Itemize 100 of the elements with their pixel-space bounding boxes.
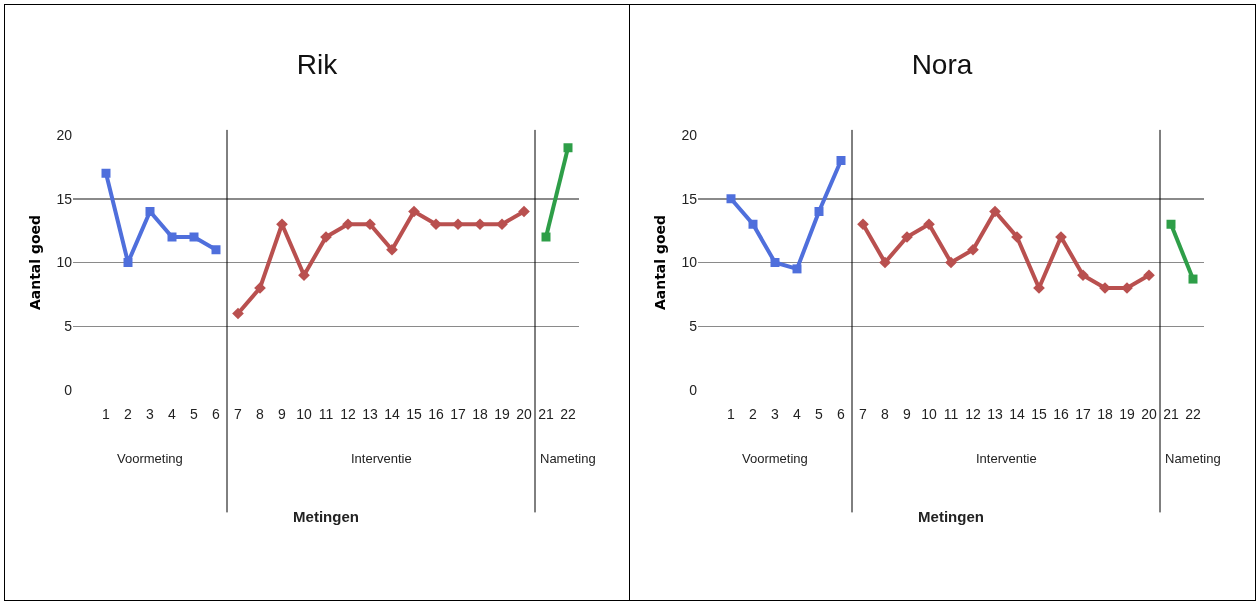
point xyxy=(945,256,957,269)
point xyxy=(101,168,111,178)
x-tick-label: 13 xyxy=(362,406,378,422)
point xyxy=(430,218,442,231)
y-tick-label: 0 xyxy=(64,381,73,398)
x-tick-label: 4 xyxy=(168,406,177,422)
chart-title: Rik xyxy=(296,49,339,81)
x-tick-label: 21 xyxy=(538,406,554,422)
point xyxy=(167,232,177,242)
x-tick-label: 20 xyxy=(516,406,532,422)
x-tick-label: 10 xyxy=(921,406,937,422)
x-tick-label: 11 xyxy=(318,406,334,422)
point xyxy=(123,258,133,267)
text: Nameting xyxy=(1165,451,1221,466)
x-tick-label: 6 xyxy=(212,406,221,422)
point xyxy=(770,258,780,267)
y-axis-title: Aantal goed xyxy=(652,214,669,311)
x-tick-label: 12 xyxy=(965,406,981,422)
point xyxy=(1143,269,1155,282)
point xyxy=(989,205,1001,218)
x-tick-label: 6 xyxy=(837,406,846,422)
x-tick-label: 10 xyxy=(296,406,312,422)
text: Nameting xyxy=(540,451,596,466)
y-tick-label: 5 xyxy=(64,318,73,335)
point xyxy=(189,232,199,242)
x-tick-label: 2 xyxy=(124,406,133,422)
point xyxy=(386,243,398,256)
point xyxy=(563,143,573,153)
text: Interventie xyxy=(976,451,1037,466)
x-tick-label: 9 xyxy=(278,406,287,422)
x-tick-label: 4 xyxy=(793,406,802,422)
x-tick-label: 7 xyxy=(234,406,243,422)
x-tick-label: 8 xyxy=(256,406,265,422)
x-tick-label: 14 xyxy=(384,406,400,422)
point xyxy=(541,232,551,242)
text: Voormeting xyxy=(742,451,808,466)
y-tick-label: 5 xyxy=(689,318,698,335)
point xyxy=(474,218,486,231)
x-tick-label: 15 xyxy=(406,406,422,422)
x-tick-label: 7 xyxy=(859,406,868,422)
x-tick-label: 22 xyxy=(560,406,576,422)
point xyxy=(232,307,244,320)
x-tick-label: 20 xyxy=(1141,406,1157,422)
point xyxy=(836,156,846,165)
x-axis-title: Metingen xyxy=(293,508,359,525)
x-tick-label: 19 xyxy=(494,406,510,422)
point xyxy=(814,207,824,216)
x-tick-label: 5 xyxy=(190,406,199,422)
y-tick-label: 20 xyxy=(681,126,698,143)
x-tick-label: 8 xyxy=(881,406,890,422)
x-tick-label: 3 xyxy=(771,406,780,422)
point xyxy=(726,194,736,204)
point xyxy=(298,269,310,282)
point xyxy=(857,218,869,231)
x-tick-label: 19 xyxy=(1119,406,1135,422)
x-tick-label: 11 xyxy=(943,406,959,422)
point xyxy=(923,218,935,231)
x-tick-label: 17 xyxy=(1075,406,1091,422)
text: Voormeting xyxy=(117,451,183,466)
y-axis-title: Aantal goed xyxy=(27,214,44,311)
point xyxy=(967,243,979,256)
point xyxy=(145,207,155,216)
x-tick-label: 16 xyxy=(1053,406,1069,422)
y-tick-label: 15 xyxy=(681,190,698,207)
x-tick-label: 18 xyxy=(1097,406,1113,422)
point xyxy=(792,264,802,274)
x-tick-label: 1 xyxy=(727,406,736,422)
point xyxy=(496,218,508,231)
point xyxy=(1188,274,1198,284)
x-tick-label: 15 xyxy=(1031,406,1047,422)
y-tick-label: 10 xyxy=(681,254,698,271)
point xyxy=(748,219,758,229)
x-tick-label: 13 xyxy=(987,406,1003,422)
x-tick-label: 2 xyxy=(749,406,758,422)
point xyxy=(342,218,354,231)
chart-title: Nora xyxy=(911,49,973,81)
point xyxy=(211,245,221,255)
point xyxy=(1166,219,1176,229)
point xyxy=(364,218,376,231)
x-tick-label: 9 xyxy=(903,406,912,422)
y-tick-label: 15 xyxy=(56,190,73,207)
y-tick-label: 0 xyxy=(689,381,698,398)
x-axis-title: Metingen xyxy=(918,508,984,525)
x-tick-label: 22 xyxy=(1185,406,1201,422)
x-tick-label: 21 xyxy=(1163,406,1179,422)
point xyxy=(452,218,464,231)
x-tick-label: 5 xyxy=(815,406,824,422)
x-tick-label: 1 xyxy=(102,406,111,422)
x-tick-label: 18 xyxy=(472,406,488,422)
x-tick-label: 14 xyxy=(1009,406,1025,422)
point xyxy=(1077,269,1089,282)
x-tick-label: 3 xyxy=(146,406,155,422)
y-tick-label: 20 xyxy=(56,126,73,143)
point xyxy=(518,205,530,218)
point xyxy=(408,205,420,218)
point xyxy=(879,256,891,269)
text: Interventie xyxy=(351,451,412,466)
x-tick-label: 17 xyxy=(450,406,466,422)
y-tick-label: 10 xyxy=(56,254,73,271)
x-tick-label: 16 xyxy=(428,406,444,422)
